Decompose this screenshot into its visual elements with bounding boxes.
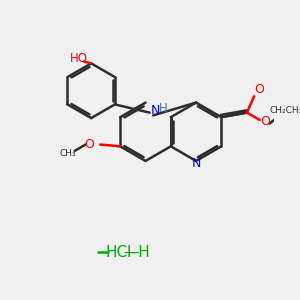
Text: CH₃: CH₃ <box>59 149 76 158</box>
Text: HO: HO <box>69 52 87 65</box>
Text: O: O <box>84 138 94 151</box>
Text: H: H <box>159 102 168 115</box>
Text: CH₂CH₃: CH₂CH₃ <box>269 106 300 115</box>
Text: O: O <box>254 83 264 96</box>
Text: —H: —H <box>123 244 150 260</box>
Text: HCl: HCl <box>105 244 132 260</box>
Text: N: N <box>150 104 160 117</box>
Text: N: N <box>191 157 201 170</box>
Text: O: O <box>260 115 270 128</box>
